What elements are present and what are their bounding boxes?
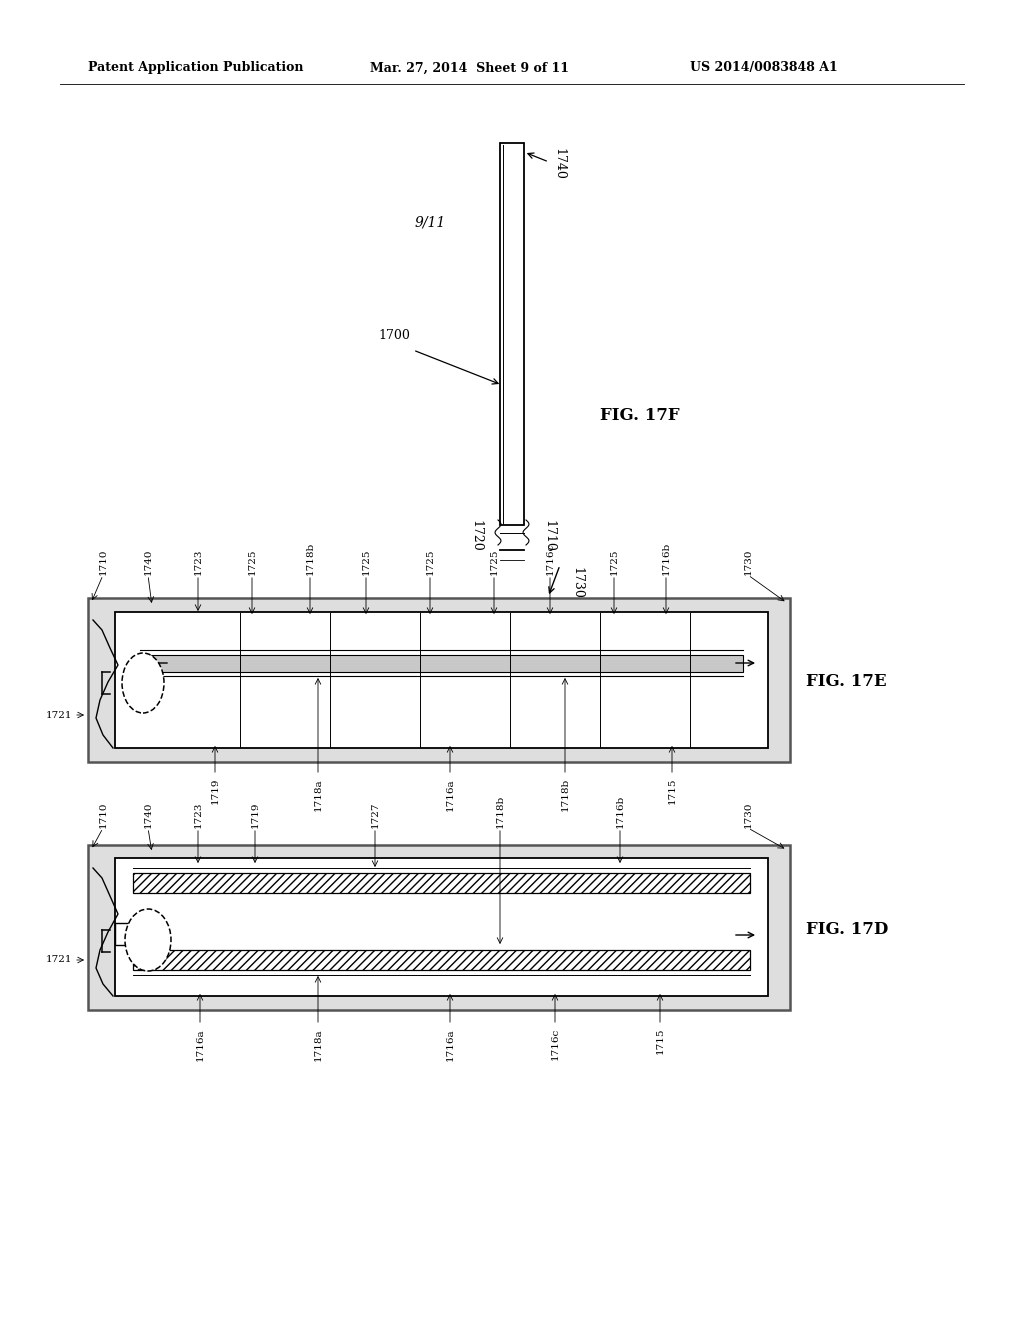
Text: 1725: 1725 — [426, 549, 434, 576]
Text: 1723: 1723 — [194, 549, 203, 576]
Text: 1710: 1710 — [98, 549, 108, 576]
Bar — [88, 598, 790, 762]
Text: 1730: 1730 — [743, 549, 753, 576]
Text: 1725: 1725 — [361, 549, 371, 576]
Text: US 2014/0083848 A1: US 2014/0083848 A1 — [690, 62, 838, 74]
Text: 1715: 1715 — [668, 777, 677, 804]
Text: 1730: 1730 — [743, 801, 753, 828]
Bar — [115, 612, 768, 748]
Text: 1718b: 1718b — [560, 777, 569, 812]
Bar — [140, 655, 743, 672]
Text: 1721: 1721 — [45, 710, 72, 719]
Text: 1716a: 1716a — [445, 777, 455, 810]
Bar — [133, 873, 750, 894]
Text: 1740: 1740 — [143, 801, 153, 828]
Text: 1710: 1710 — [542, 520, 555, 552]
Text: 1716b: 1716b — [662, 541, 671, 576]
Text: 1718a: 1718a — [313, 777, 323, 810]
Text: 1718b: 1718b — [305, 541, 314, 576]
Text: 1715: 1715 — [655, 1028, 665, 1055]
Bar — [133, 950, 750, 970]
Ellipse shape — [125, 909, 171, 972]
Text: FIG. 17D: FIG. 17D — [806, 921, 889, 939]
Text: 1716a: 1716a — [196, 1028, 205, 1061]
Text: 1719: 1719 — [251, 801, 259, 828]
Text: FIG. 17E: FIG. 17E — [806, 673, 887, 690]
Text: 1725: 1725 — [489, 549, 499, 576]
Text: 1718b: 1718b — [496, 795, 505, 828]
Text: 9/11: 9/11 — [415, 215, 445, 228]
Text: 1718a: 1718a — [313, 1028, 323, 1061]
Text: 1725: 1725 — [248, 549, 256, 576]
Text: 1740: 1740 — [143, 549, 153, 576]
Text: 1716b: 1716b — [615, 795, 625, 828]
Text: Mar. 27, 2014  Sheet 9 of 11: Mar. 27, 2014 Sheet 9 of 11 — [370, 62, 569, 74]
Bar — [88, 845, 790, 1010]
Text: 1725: 1725 — [609, 549, 618, 576]
Text: 1719: 1719 — [211, 777, 219, 804]
Text: 1716a: 1716a — [445, 1028, 455, 1061]
Text: 1710: 1710 — [98, 801, 108, 828]
Text: 1716c: 1716c — [551, 1028, 559, 1060]
Bar — [115, 858, 768, 997]
Text: FIG. 17F: FIG. 17F — [600, 407, 680, 424]
Bar — [115, 923, 137, 945]
Text: Patent Application Publication: Patent Application Publication — [88, 62, 303, 74]
Text: 1721: 1721 — [45, 956, 72, 965]
Ellipse shape — [122, 653, 164, 713]
Text: 1716c: 1716c — [546, 543, 555, 576]
Text: 1723: 1723 — [194, 801, 203, 828]
Text: 1727: 1727 — [371, 801, 380, 828]
Text: 1730: 1730 — [570, 568, 583, 599]
Text: 1700: 1700 — [378, 329, 410, 342]
Bar — [500, 143, 524, 525]
Text: 1720: 1720 — [469, 520, 482, 552]
Text: 1740: 1740 — [552, 148, 565, 180]
